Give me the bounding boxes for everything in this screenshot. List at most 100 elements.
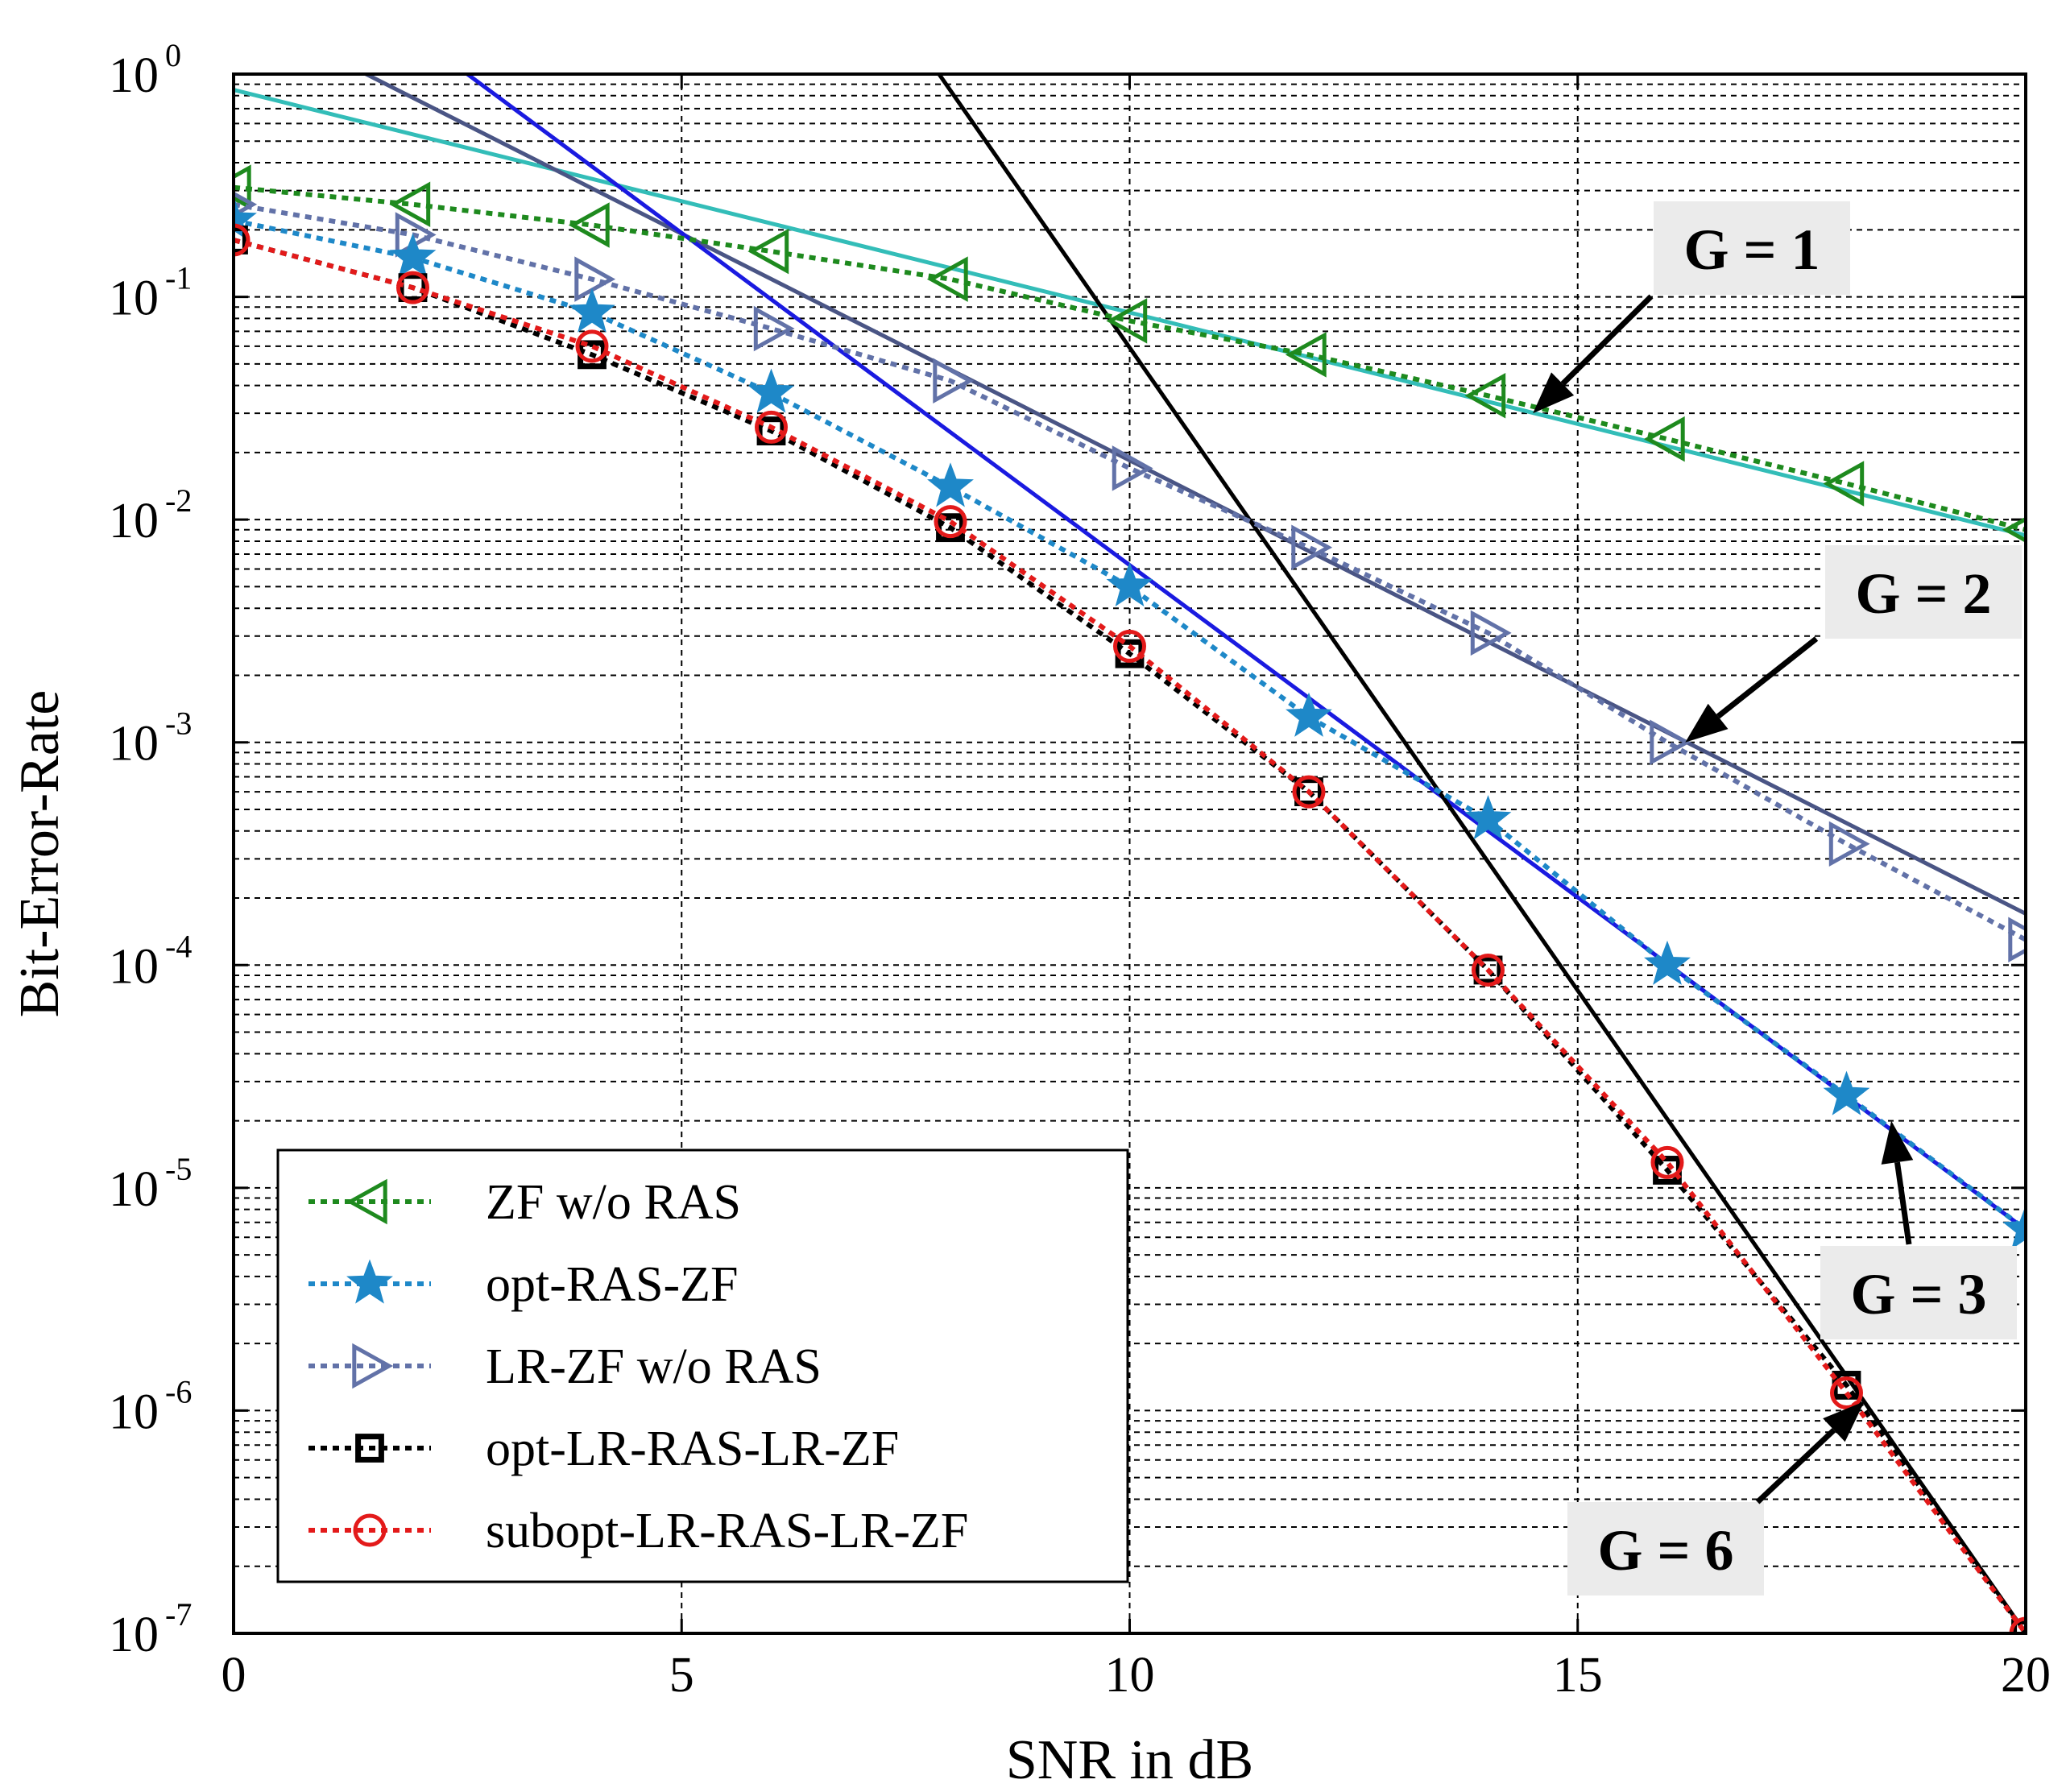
y-tick-exponent: -4 (165, 928, 192, 964)
series (234, 164, 2026, 543)
data-point (1470, 610, 1512, 656)
data-point (1112, 445, 1153, 491)
data-point (1823, 1070, 1870, 1115)
y-tick-exponent: -6 (165, 1373, 192, 1409)
data-point (747, 228, 789, 275)
annotation: G = 2 (1685, 545, 2022, 743)
y-tick-exponent: -5 (165, 1151, 192, 1187)
legend-entry: LR-ZF w/o RAS (308, 1339, 822, 1394)
annotation-arrow-head (1685, 703, 1729, 743)
y-tick-base: 10 (109, 1608, 159, 1662)
y-tick-label: 10 -2 (109, 482, 192, 548)
annotation-label: G = 1 (1683, 217, 1820, 282)
data-point (234, 223, 250, 257)
data-point (234, 164, 251, 210)
y-tick-exponent: -1 (165, 260, 192, 296)
annotation-label: G = 6 (1597, 1518, 1733, 1583)
x-tick-label: 10 (1105, 1648, 1155, 1703)
data-point (1106, 561, 1153, 607)
data-point (389, 233, 437, 278)
annotation-arrow-head (1823, 1401, 1865, 1442)
data-point (1286, 692, 1332, 737)
x-tick-labels: 0 5 10 15 20 (222, 1648, 2052, 1703)
annotation: G = 3 (1820, 1120, 2017, 1339)
y-tick-label: 10 -7 (109, 1596, 192, 1662)
y-tick-label: 10 -1 (109, 260, 192, 326)
y-axis-label: Bit-Error-Rate (9, 690, 71, 1018)
y-tick-label: 10 -4 (109, 928, 192, 994)
y-tick-base: 10 (109, 717, 159, 772)
data-point (352, 1343, 394, 1389)
data-point (389, 181, 431, 228)
x-tick-label: 15 (1553, 1648, 1603, 1703)
data-point (1113, 629, 1146, 663)
data-point (1291, 524, 1333, 570)
annotation: G = 1 (1533, 201, 1850, 414)
legend-label: ZF w/o RAS (486, 1175, 741, 1230)
annotation-arrow-head (1881, 1120, 1914, 1165)
legend-label: opt-LR-RAS-LR-ZF (486, 1422, 899, 1476)
data-point (747, 368, 795, 413)
data-point (353, 1513, 387, 1547)
series (234, 191, 2026, 963)
data-point (2002, 516, 2026, 543)
data-point (2008, 917, 2026, 963)
annotation-box (1654, 201, 1850, 295)
reference-line (234, 88, 2026, 538)
annotation-label: G = 3 (1850, 1262, 1986, 1326)
annotation-arrow-shaft (1560, 294, 1654, 387)
data-point (568, 202, 610, 248)
annotations: G = 1 G = 2 G = 3 G = 6 (1533, 201, 2022, 1595)
series-line (234, 184, 2026, 532)
data-point (346, 1178, 387, 1225)
y-tick-base: 10 (109, 1384, 159, 1439)
data-point (355, 1434, 384, 1463)
legend-entry: opt-RAS-ZF (308, 1257, 738, 1312)
y-tick-exponent: -7 (165, 1596, 192, 1633)
data-point (933, 358, 975, 404)
series (234, 196, 2026, 1250)
legend-entry: opt-LR-RAS-LR-ZF (308, 1422, 899, 1476)
data-point (753, 305, 795, 352)
y-tick-base: 10 (109, 1162, 159, 1217)
legend-entry: subopt-LR-RAS-LR-ZF (308, 1504, 968, 1558)
data-series (234, 164, 2026, 1633)
series-line (234, 238, 2026, 1633)
legend: ZF w/o RAS opt-RAS-ZF LR-ZF w/o RAS opt-LR-… (276, 1148, 1129, 1583)
y-tick-label: 10 0 (109, 37, 181, 103)
series (234, 223, 2026, 1633)
data-point (1830, 1376, 1863, 1410)
data-point (398, 273, 428, 303)
legend-label: LR-ZF w/o RAS (486, 1339, 822, 1394)
annotation-arrow-head (1533, 372, 1575, 414)
y-tick-base: 10 (109, 48, 159, 103)
data-point (934, 505, 967, 539)
annotation-arrow-shaft (1894, 1161, 1912, 1245)
legend-label: opt-RAS-ZF (486, 1257, 738, 1312)
data-point (1473, 955, 1503, 985)
annotation-label: G = 2 (1855, 561, 1991, 626)
data-point (927, 462, 974, 507)
legend-label: subopt-LR-RAS-LR-ZF (486, 1504, 968, 1558)
series-line (234, 201, 2026, 942)
annotation: G = 6 (1567, 1401, 1865, 1595)
x-tick-label: 20 (2001, 1648, 2051, 1703)
y-tick-base: 10 (109, 494, 159, 548)
data-point (1106, 298, 1148, 344)
data-point (346, 1259, 393, 1304)
x-tick-label: 5 (669, 1648, 694, 1703)
data-point (1643, 416, 1685, 462)
data-point (1285, 332, 1327, 378)
data-point (1292, 775, 1326, 809)
data-point (1650, 719, 1691, 765)
annotation-box (1825, 545, 2022, 639)
annotation-box (1567, 1502, 1764, 1595)
data-point (1464, 795, 1512, 840)
data-point (1464, 373, 1506, 419)
y-tick-label: 10 -6 (109, 1373, 192, 1439)
data-point (569, 288, 615, 333)
plot-frame (232, 72, 2027, 1635)
data-point (1650, 1145, 1684, 1179)
